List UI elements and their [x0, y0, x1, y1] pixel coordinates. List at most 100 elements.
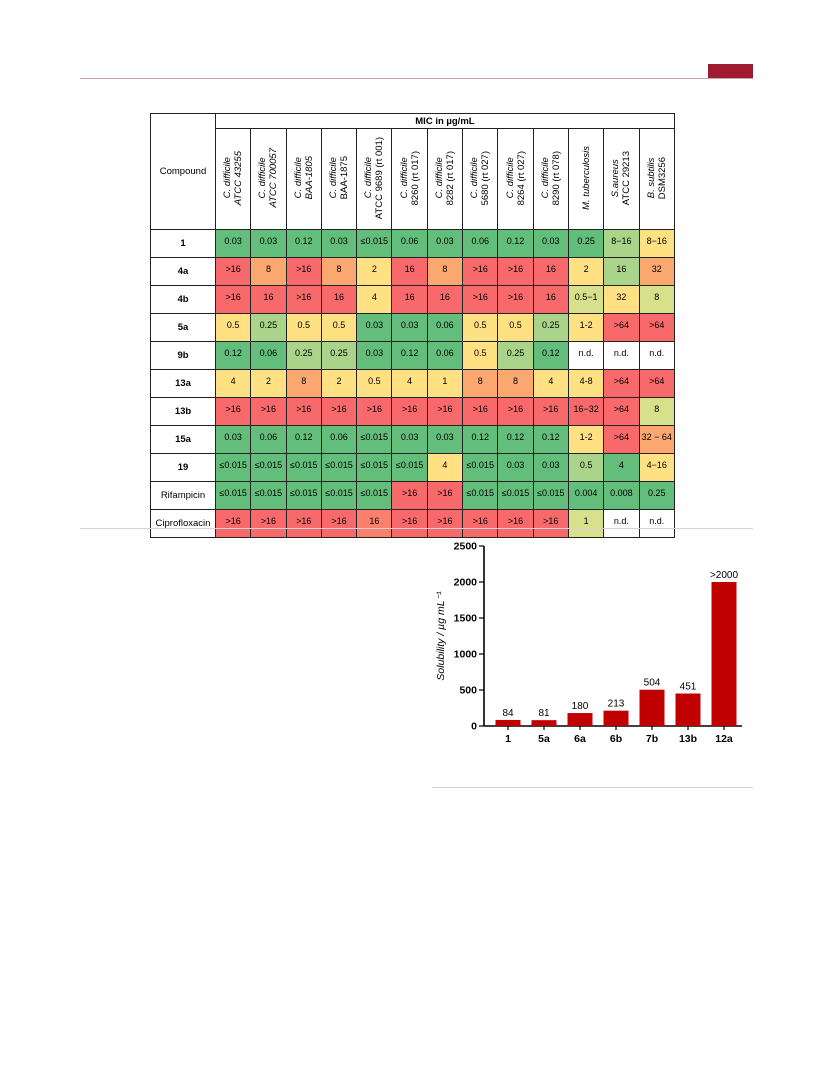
table-row: 1 0.03 0.03 0.12 0.03 ≤0.015 0.06 0.03 0.06 0.12 0…	[150, 229, 675, 258]
x-tick-label: 13b	[679, 733, 697, 745]
header-accent-block	[708, 64, 753, 78]
compound-name: 5a	[150, 313, 216, 342]
table-row: Rifampicin ≤0.015 ≤0.015 ≤0.015 ≤0.015 ≤0.015…	[150, 481, 675, 510]
x-tick-label: 1	[505, 733, 511, 745]
organism-species: B. subtilis	[645, 157, 657, 199]
mic-value-cell: ≤0.015	[250, 481, 287, 510]
x-tick-label: 5a	[538, 733, 550, 745]
x-tick-label: 12a	[715, 733, 733, 745]
bar-data-label: >2000	[710, 570, 739, 581]
table-row: 9b 0.12 0.06 0.25 0.25 0.03 0.12 0.06 0.5 0.25 0.1…	[150, 341, 675, 370]
mic-value-cell: 8−16	[603, 229, 640, 258]
mic-value-cell: >16	[391, 481, 428, 510]
bar-data-label: 180	[572, 701, 589, 712]
mic-table: Compound MIC in µg/mL C. difficile ATCC 4…	[150, 113, 675, 538]
mic-value-cell: 0.12	[285, 229, 322, 258]
mic-value-cell: 0.5	[462, 341, 499, 370]
mic-value-cell: >16	[391, 509, 428, 538]
bar	[639, 689, 665, 726]
organism-species: C. difficile	[363, 157, 375, 199]
mic-value-cell: ≤0.015	[285, 481, 322, 510]
y-tick-label: 1000	[454, 649, 478, 661]
mic-value-cell: n.d.	[567, 341, 605, 370]
organism-strain: BAA-1805	[303, 156, 315, 200]
organism-header: C. difficile 5680 (rt 027)	[462, 128, 499, 230]
y-tick-label: 500	[459, 685, 477, 697]
organism-header: C. difficile BAA-1875	[320, 128, 358, 230]
compound-name: Ciprofloxacin	[150, 509, 216, 538]
mic-value-cell: 4	[603, 453, 640, 482]
x-tick-label: 7b	[646, 733, 658, 745]
mic-value-cell: >16	[391, 397, 428, 426]
mic-value-cell: >64	[603, 397, 640, 426]
mic-value-cell: >16	[532, 509, 569, 538]
bar	[567, 713, 593, 726]
mic-value-cell: 0.25	[638, 481, 675, 510]
compound-name: 1	[150, 229, 216, 258]
mic-value-cell: 0.06	[426, 313, 464, 342]
mic-value-cell: 0.12	[497, 425, 534, 454]
mic-value-cell: 8−16	[638, 229, 675, 258]
mic-value-cell: 16	[391, 257, 428, 286]
organism-header: C. difficile 8290 (rt 078)	[532, 128, 569, 230]
organism-species: C. difficile	[257, 157, 269, 199]
table-row: 4a >16 8 >16 8 2 16 8 >16 >16 16 2 16 32	[150, 257, 675, 286]
organism-strain: 8282 (rt 017)	[444, 150, 456, 206]
organism-header: B. subtilis DSM3256	[638, 128, 675, 230]
mic-value-cell: 0.5	[214, 313, 252, 342]
mic-value-cell: 0.03	[214, 229, 252, 258]
mic-value-cell: 0.06	[250, 341, 287, 370]
mic-value-cell: 0.004	[567, 481, 605, 510]
x-tick-label: 6a	[574, 733, 586, 745]
mic-value-cell: ≤0.015	[356, 481, 393, 510]
mic-value-cell: 0.25	[567, 229, 605, 258]
y-axis-label: Solubility / µg mL⁻¹	[435, 591, 447, 681]
mic-value-cell: 32 − 64	[638, 425, 675, 454]
mic-value-cell: 0.03	[320, 229, 358, 258]
mic-value-cell: 16	[426, 285, 464, 314]
mic-value-cell: 0.008	[603, 481, 640, 510]
table-row: 13a 4 2 8 2 0.5 4 1 8 8 4 4-8 >64 >64	[150, 369, 675, 398]
mic-value-cell: 8	[638, 285, 675, 314]
mic-value-cell: 0.03	[532, 453, 569, 482]
bar-data-label: 504	[644, 678, 661, 689]
bar	[711, 582, 737, 726]
mic-value-cell: 32	[603, 285, 640, 314]
table-row: 13b >16 >16 >16 >16 >16 >16 >16 >16 >16 >16 16−32 >6…	[150, 397, 675, 426]
mic-value-cell: ≤0.015	[320, 481, 358, 510]
compound-name: 9b	[150, 341, 216, 370]
mic-value-cell: 0.5	[320, 313, 358, 342]
organism-header: C. difficile BAA-1805	[285, 128, 322, 230]
mic-value-cell: 16	[320, 285, 358, 314]
table-row: 5a 0.5 0.25 0.5 0.5 0.03 0.03 0.06 0.5 0.5 0.25 1-2…	[150, 313, 675, 342]
mic-value-cell: 8	[250, 257, 287, 286]
mic-value-cell: ≤0.015	[320, 453, 358, 482]
organism-strain: ATCC 700057	[268, 148, 280, 208]
mic-value-cell: 0.12	[532, 341, 569, 370]
organism-strain: BAA-1875	[339, 156, 351, 200]
organism-strain: DSM3256	[656, 156, 668, 200]
mic-value-cell: >16	[320, 509, 358, 538]
mic-value-cell: >16	[285, 285, 322, 314]
table-row: 15a 0.03 0.06 0.12 0.06 ≤0.015 0.03 0.03 0.12 0.1…	[150, 425, 675, 454]
mic-value-cell: >16	[532, 397, 569, 426]
mic-header: MIC in µg/mL	[215, 113, 675, 129]
mic-value-cell: 0.25	[320, 341, 358, 370]
y-tick-label: 1500	[454, 613, 478, 625]
mic-value-cell: n.d.	[638, 509, 675, 538]
mic-value-cell: >16	[214, 397, 252, 426]
bar	[495, 719, 521, 726]
mic-value-cell: 0.5	[567, 453, 605, 482]
organism-header: C. difficile 8282 (rt 017)	[426, 128, 464, 230]
mic-value-cell: 0.03	[250, 229, 287, 258]
organism-species: C. difficile	[539, 157, 551, 199]
bar-data-label: 213	[608, 699, 625, 710]
organism-strain: 8260 (rt 017)	[409, 150, 421, 206]
mic-value-cell: >16	[462, 397, 499, 426]
table-row: 4b >16 16 >16 16 4 16 16 >16 >16 16 0.5−1 32 8	[150, 285, 675, 314]
mic-value-cell: 16	[532, 257, 569, 286]
mic-value-cell: 8	[426, 257, 464, 286]
mic-value-cell: 0.25	[532, 313, 569, 342]
mic-value-cell: >16	[285, 509, 322, 538]
mic-value-cell: ≤0.015	[497, 481, 534, 510]
